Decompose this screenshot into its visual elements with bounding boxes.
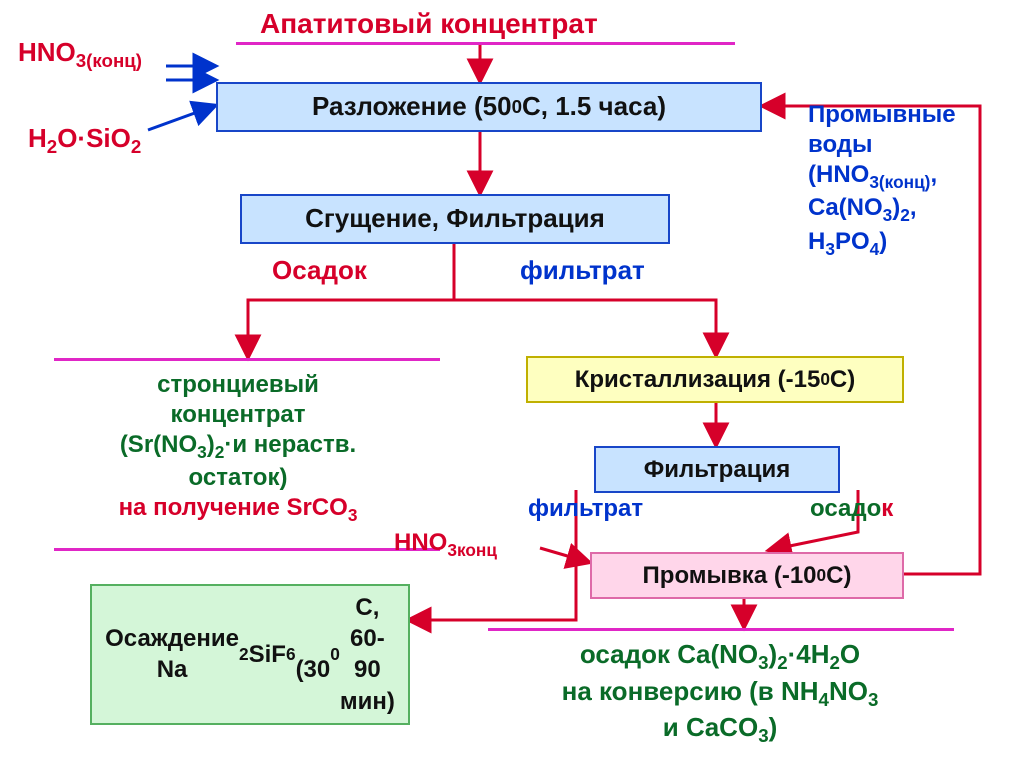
edge-10 [540,548,588,562]
label-filtrat1: фильтрат [520,254,645,287]
rule-sr_top [54,358,440,361]
label-final: осадок Ca(NO3)2·4H2Oна конверсию (в NH4N… [490,638,950,748]
main-title: Апатитовый концентрат [260,6,598,41]
label-hno3_mid: HNO3конц [394,528,497,561]
rule-sr_bot [54,548,440,551]
label-h2osio2_in: H2O·SiO2 [28,122,141,159]
node-cryst: Кристаллизация (-150С) [526,356,904,403]
node-decomp: Разложение (50 0С, 1.5 часа) [216,82,762,132]
rule-title_ul [236,42,735,45]
rule-final_top [488,628,954,631]
label-hno3_in: HNO3(конц) [18,36,142,73]
label-filtrat2: фильтрат [528,494,643,524]
node-precip: Осаждение Na2SiF6(30 0С, 60-90 мин) [90,584,410,725]
node-wash: Промывка (-10 0С) [590,552,904,599]
node-filt2: Фильтрация [594,446,840,493]
label-osadok1: Осадок [272,254,367,287]
label-osadok2: осадок [810,494,893,524]
label-wash_waters: Промывныеводы(HNO3(конц),Ca(NO3)2,H3PO4) [808,100,956,260]
node-thick: Сгущение, Фильтрация [240,194,670,244]
label-sr_block: стронциевыйконцентрат(Sr(NO3)2·и нераств… [58,370,418,527]
edge-3 [148,106,214,130]
